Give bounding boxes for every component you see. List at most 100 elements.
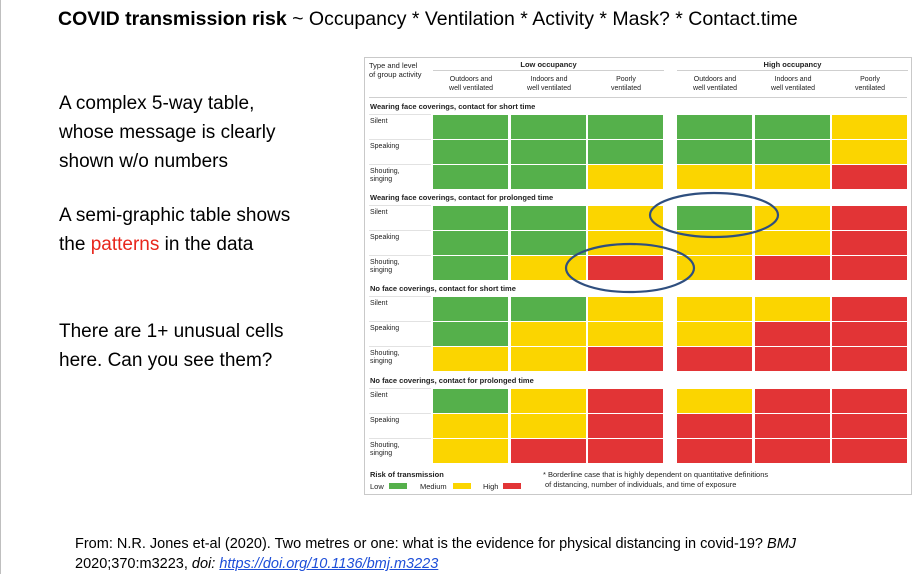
citation-line-2: 2020;370:m3223, doi: https://doi.org/10.… (75, 554, 796, 574)
header-divider-low (433, 70, 664, 71)
risk-cell-high (511, 439, 586, 463)
risk-cell-medium (588, 297, 663, 321)
bullet-text: in the data (159, 234, 254, 255)
doi-separator: : (211, 556, 220, 572)
row-label-line: Speaking (370, 325, 400, 332)
column-header: Indoors and well ventilated (511, 76, 587, 93)
row-separator (369, 321, 431, 322)
column-header-line: Poorly (616, 76, 636, 83)
risk-cell-low (511, 206, 586, 230)
risk-cell-medium (433, 414, 508, 438)
risk-cell-medium (588, 165, 663, 189)
risk-cell-high (832, 231, 907, 255)
row-separator (369, 255, 431, 256)
column-header-line: well ventilated (693, 84, 737, 92)
group-title: Wearing face coverings, contact for shor… (370, 102, 536, 111)
risk-cell-high (832, 256, 907, 280)
risk-cell-low (588, 115, 663, 139)
row-label-line: Silent (370, 209, 388, 216)
bullet-line: here. Can you see them? (59, 350, 273, 371)
column-header-line: Indoors and (530, 76, 568, 83)
bullet-line: A semi-graphic table shows (59, 205, 291, 226)
column-header-line: Indoors and (774, 76, 812, 83)
risk-cell-high (755, 347, 830, 371)
corner-label-line: Type and level (369, 61, 418, 70)
row-label: Silent (370, 118, 388, 126)
risk-cell-high (832, 297, 907, 321)
risk-cell-medium (511, 322, 586, 346)
risk-cell-high (755, 439, 830, 463)
row-separator (369, 139, 431, 140)
row-separator (369, 346, 431, 347)
slide-title: COVID transmission risk ~ Occupancy * Ve… (58, 8, 798, 31)
row-label-line: Silent (370, 300, 388, 307)
row-separator (369, 388, 431, 389)
row-label: Shouting, singing (370, 259, 400, 275)
risk-cell-high (588, 414, 663, 438)
row-label: Shouting, singing (370, 168, 400, 184)
risk-cell-medium (677, 297, 752, 321)
risk-cell-high (677, 347, 752, 371)
citation-line-1: From: N.R. Jones et-al (2020). Two metre… (75, 534, 796, 554)
row-label: Speaking (370, 143, 399, 151)
risk-cell-medium (511, 256, 586, 280)
annotation-ellipse-2 (564, 242, 696, 294)
risk-cell-high (755, 322, 830, 346)
row-separator (369, 438, 431, 439)
corner-label-line: of group activity (369, 70, 422, 79)
header-divider-high (677, 70, 908, 71)
corner-label: Type and level of group activity (369, 61, 422, 79)
bullet-line: whose message is clearly (59, 122, 276, 143)
column-header: Indoors and well ventilated (755, 76, 831, 93)
legend-medium-label: Medium (420, 482, 447, 491)
risk-cell-high (832, 347, 907, 371)
row-label-line: Speaking (370, 417, 400, 424)
row-label-line: singing (370, 267, 393, 274)
row-label: Speaking (370, 417, 399, 425)
header-rule (369, 97, 907, 98)
row-label: Shouting, singing (370, 350, 400, 366)
bullet-line: There are 1+ unusual cells (59, 321, 284, 342)
column-header: Outdoors and well ventilated (677, 76, 753, 93)
column-header-line: ventilated (855, 84, 885, 92)
row-label: Speaking (370, 325, 399, 333)
column-header: Poorly ventilated (832, 76, 908, 93)
group-title: Wearing face coverings, contact for prol… (370, 193, 554, 202)
risk-cell-medium (677, 322, 752, 346)
risk-cell-low (677, 115, 752, 139)
group-title: No face coverings, contact for prolonged… (370, 376, 534, 385)
risk-cell-medium (511, 347, 586, 371)
row-label-line: Speaking (370, 143, 400, 150)
risk-cell-high (755, 414, 830, 438)
doi-link[interactable]: https://doi.org/10.1136/bmj.m3223 (219, 556, 439, 572)
row-label-line: Shouting, (370, 259, 400, 266)
row-label: Silent (370, 209, 388, 217)
risk-cell-low (588, 140, 663, 164)
risk-cell-high (677, 439, 752, 463)
borderline-note: * Borderline case that is highly depende… (543, 470, 769, 479)
risk-cell-high (677, 414, 752, 438)
bullet-line: shown w/o numbers (59, 151, 228, 172)
risk-cell-low (433, 231, 508, 255)
row-label-line: Silent (370, 392, 388, 399)
column-header: Poorly ventilated (588, 76, 664, 93)
risk-cell-low (433, 140, 508, 164)
bullet-line: the patterns in the data (59, 230, 290, 259)
row-separator (369, 413, 431, 414)
row-separator (369, 205, 431, 206)
risk-table-figure: Type and level of group activity Low occ… (364, 57, 912, 495)
risk-cell-low (511, 115, 586, 139)
risk-cell-medium (832, 140, 907, 164)
legend-low-label: Low (370, 482, 384, 491)
legend-low-swatch (389, 483, 407, 489)
risk-cell-medium (511, 414, 586, 438)
risk-cell-high (755, 389, 830, 413)
risk-cell-medium (755, 297, 830, 321)
risk-cell-low (677, 140, 752, 164)
legend-high-label: High (483, 482, 499, 491)
risk-cell-low (433, 389, 508, 413)
risk-cell-low (755, 115, 830, 139)
column-header-line: Outdoors and (693, 76, 737, 83)
citation-journal: BMJ (767, 536, 797, 552)
row-separator (369, 164, 431, 165)
